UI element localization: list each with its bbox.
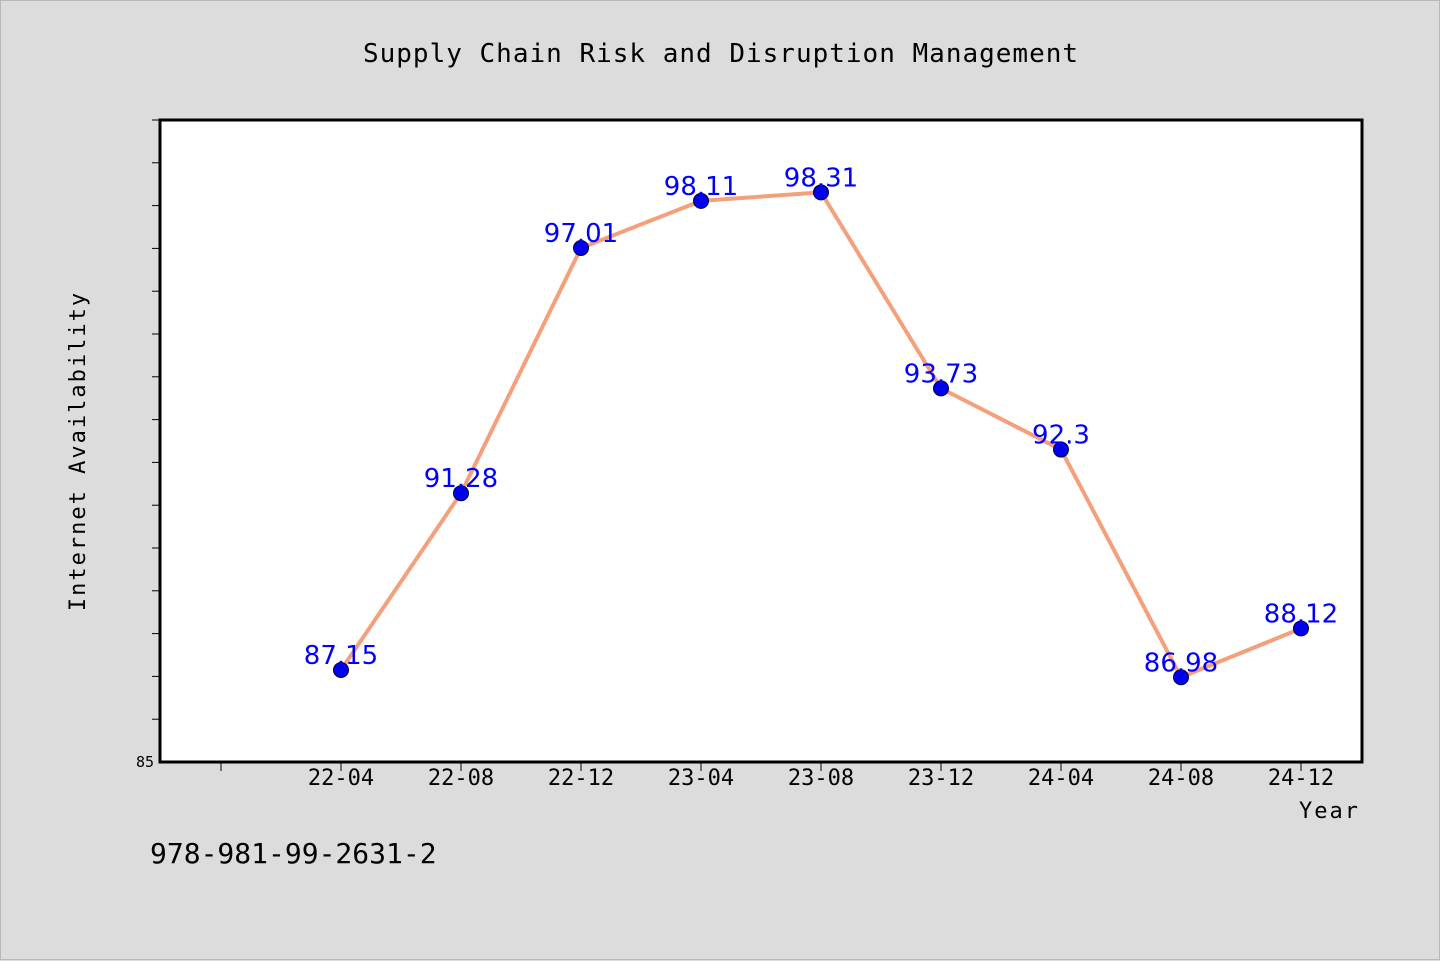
x-tick-label: 22-04 bbox=[308, 766, 374, 791]
data-label: 93.73 bbox=[904, 359, 978, 389]
series-layer bbox=[333, 184, 1309, 686]
data-point bbox=[1053, 441, 1069, 458]
x-tick-label: 23-08 bbox=[788, 766, 854, 791]
data-label: 98.31 bbox=[784, 163, 858, 193]
plot-area bbox=[158, 118, 1364, 764]
x-tick-label: 23-04 bbox=[668, 766, 734, 791]
data-labels: 87.15 91.28 97.01 98.11 98.31 93.73 92.3 86.98 8… bbox=[304, 163, 1338, 678]
data-label: 91.28 bbox=[424, 464, 498, 494]
data-point bbox=[1293, 620, 1309, 637]
data-label: 88.12 bbox=[1264, 599, 1338, 629]
y-axis-ticks: 85 bbox=[136, 119, 159, 771]
data-point bbox=[1173, 669, 1189, 686]
data-point bbox=[333, 661, 349, 678]
data-label: 98.11 bbox=[664, 172, 738, 202]
data-point bbox=[813, 184, 829, 201]
y-axis-label: Internet Availability bbox=[66, 291, 91, 611]
x-tick-label: 22-08 bbox=[428, 766, 494, 791]
x-axis-ticks: 22-04 22-08 22-12 23-04 23-08 23-12 24-04 24-08… bbox=[220, 763, 1334, 791]
footer-isbn: 978-981-99-2631-2 bbox=[150, 837, 437, 870]
x-tick-label: 24-12 bbox=[1268, 766, 1334, 791]
x-tick-label: 23-12 bbox=[908, 766, 974, 791]
x-tick-label: 24-08 bbox=[1148, 766, 1214, 791]
x-tick-label: 24-04 bbox=[1028, 766, 1094, 791]
data-point bbox=[453, 485, 469, 502]
chart-title: Supply Chain Risk and Disruption Managem… bbox=[363, 39, 1079, 69]
x-tick-label: 22-12 bbox=[548, 766, 614, 791]
y-tick-label: 85 bbox=[136, 753, 154, 771]
x-axis-label: Year bbox=[1299, 799, 1360, 824]
data-label: 97.01 bbox=[544, 219, 618, 249]
data-label: 86.98 bbox=[1144, 648, 1218, 678]
data-label: 87.15 bbox=[304, 641, 378, 671]
data-label: 92.3 bbox=[1032, 421, 1090, 451]
data-point bbox=[933, 380, 949, 397]
data-point bbox=[573, 239, 589, 256]
data-point bbox=[693, 192, 709, 209]
